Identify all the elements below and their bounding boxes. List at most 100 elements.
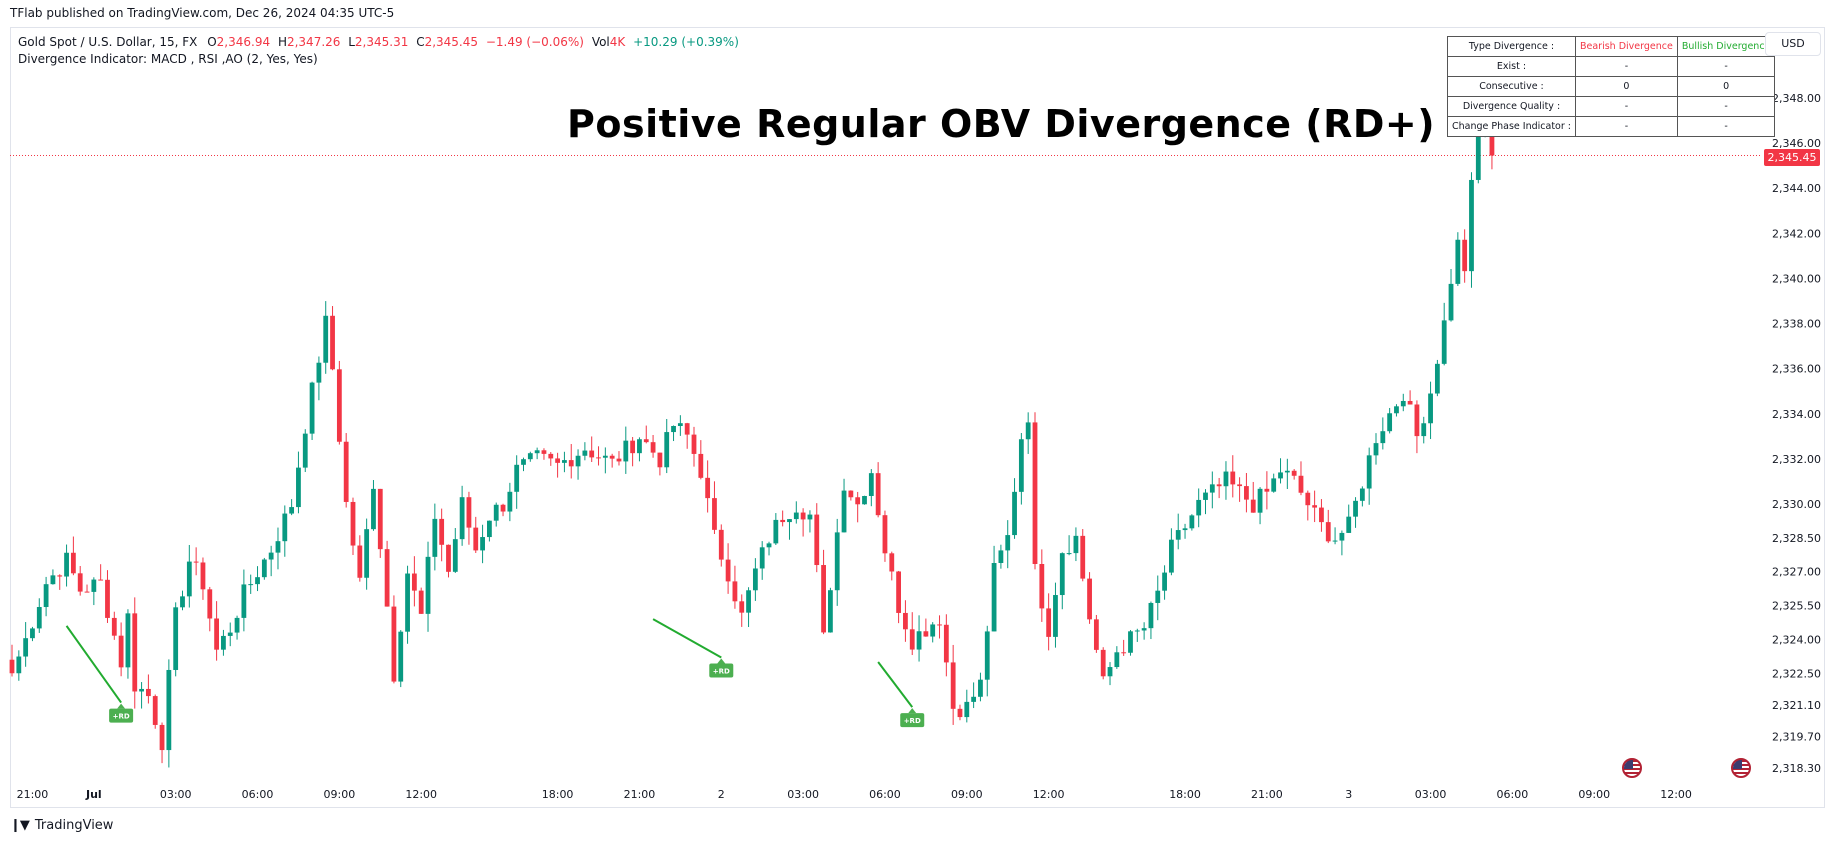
chart-legend: Gold Spot / U.S. Dollar, 15, FX O2,346.9… xyxy=(18,34,739,68)
candle xyxy=(984,631,990,680)
candle xyxy=(766,543,772,548)
candle xyxy=(1080,535,1086,579)
candle xyxy=(950,662,956,709)
x-tick-label: 09:00 xyxy=(1578,788,1610,801)
candle xyxy=(1455,239,1461,284)
candle xyxy=(487,520,492,538)
candle xyxy=(1073,535,1079,554)
candle xyxy=(118,635,124,668)
candle xyxy=(1046,608,1052,637)
us-flag-icon[interactable] xyxy=(1622,758,1642,778)
candle xyxy=(841,490,847,533)
footer-brand[interactable]: TradingView xyxy=(34,818,114,833)
close-label: C xyxy=(416,35,425,49)
candle xyxy=(964,701,970,718)
candle xyxy=(384,549,390,607)
candle xyxy=(1066,553,1072,555)
x-tick-label: 03:00 xyxy=(787,788,819,801)
candle xyxy=(214,618,219,650)
candle xyxy=(896,571,901,613)
candle xyxy=(875,473,881,516)
candle xyxy=(391,606,397,682)
us-flag-icon[interactable] xyxy=(1731,758,1751,778)
candle xyxy=(937,624,942,626)
candle xyxy=(1380,431,1386,444)
candle xyxy=(493,504,499,521)
candle xyxy=(309,382,315,434)
candle xyxy=(1428,393,1433,424)
close-value: 2,345.45 xyxy=(424,35,479,49)
divergence-badge-label: +RD xyxy=(713,667,730,675)
candle xyxy=(814,514,820,566)
x-tick-label: 21:00 xyxy=(17,788,49,801)
candle xyxy=(1223,471,1229,487)
candle xyxy=(1107,667,1113,677)
candle xyxy=(227,632,233,636)
y-tick-label: 2,348.00 xyxy=(1772,92,1821,105)
candle xyxy=(855,497,861,505)
candle xyxy=(1400,400,1406,407)
candle xyxy=(889,553,895,572)
low-label: L xyxy=(348,35,355,49)
candle xyxy=(1278,472,1283,479)
candle xyxy=(1339,532,1345,541)
candle xyxy=(364,529,370,578)
candle xyxy=(261,559,267,578)
candle xyxy=(555,458,560,463)
table-cell-bullish: - xyxy=(1676,56,1776,77)
table-row: Consecutive : 0 0 xyxy=(1447,76,1776,97)
candle xyxy=(1346,516,1352,533)
table-row-label: Change Phase Indicator : xyxy=(1447,116,1576,137)
candle xyxy=(255,577,260,585)
candle xyxy=(296,467,301,508)
candle xyxy=(1025,422,1031,440)
candle xyxy=(1394,406,1399,414)
chart-title: Positive Regular OBV Divergence (RD+) xyxy=(567,102,1436,146)
candle xyxy=(1128,631,1133,653)
candle xyxy=(1244,486,1249,500)
symbol-label[interactable]: Gold Spot / U.S. Dollar, 15, FX xyxy=(18,35,198,49)
candle xyxy=(903,612,908,630)
candle xyxy=(91,579,97,592)
candle xyxy=(1250,499,1256,513)
y-tick-label: 2,327.00 xyxy=(1772,566,1821,579)
candle xyxy=(1189,515,1195,529)
candle xyxy=(787,519,792,523)
candle xyxy=(1182,528,1188,531)
candle xyxy=(70,552,76,574)
currency-button[interactable]: USD xyxy=(1765,32,1821,56)
table-cell-bearish: 0 xyxy=(1574,76,1678,97)
candle xyxy=(821,565,826,633)
indicator-label[interactable]: Divergence Indicator: MACD , RSI ,AO (2,… xyxy=(18,52,318,66)
candle xyxy=(302,433,308,468)
table-row-label: Consecutive : xyxy=(1447,76,1576,97)
publisher-line: TFlab published on TradingView.com, Dec … xyxy=(10,6,395,20)
candle xyxy=(534,450,540,454)
candle xyxy=(316,362,322,383)
candle xyxy=(609,455,615,459)
candle xyxy=(862,495,867,505)
candle xyxy=(418,590,424,614)
x-tick-label: 09:00 xyxy=(951,788,983,801)
candle xyxy=(671,425,676,433)
divergence-line xyxy=(877,661,914,708)
x-tick-label: 03:00 xyxy=(160,788,192,801)
candle xyxy=(1332,540,1338,542)
x-tick-label: 06:00 xyxy=(242,788,274,801)
candle xyxy=(207,589,213,619)
divergence-badge-pointer xyxy=(717,658,726,664)
candle xyxy=(30,628,35,639)
y-tick-label: 2,346.00 xyxy=(1772,137,1821,150)
candle xyxy=(1053,595,1058,637)
candle xyxy=(527,453,533,460)
candle xyxy=(971,696,977,702)
y-tick-label: 2,325.50 xyxy=(1772,600,1821,613)
tradingview-logo-icon[interactable]: ❙▼ xyxy=(10,818,30,833)
candle xyxy=(521,459,526,465)
candle xyxy=(514,464,520,492)
candle xyxy=(562,460,567,463)
candle xyxy=(57,575,63,577)
table-cell-bullish: - xyxy=(1676,96,1776,117)
candle xyxy=(1114,652,1120,668)
